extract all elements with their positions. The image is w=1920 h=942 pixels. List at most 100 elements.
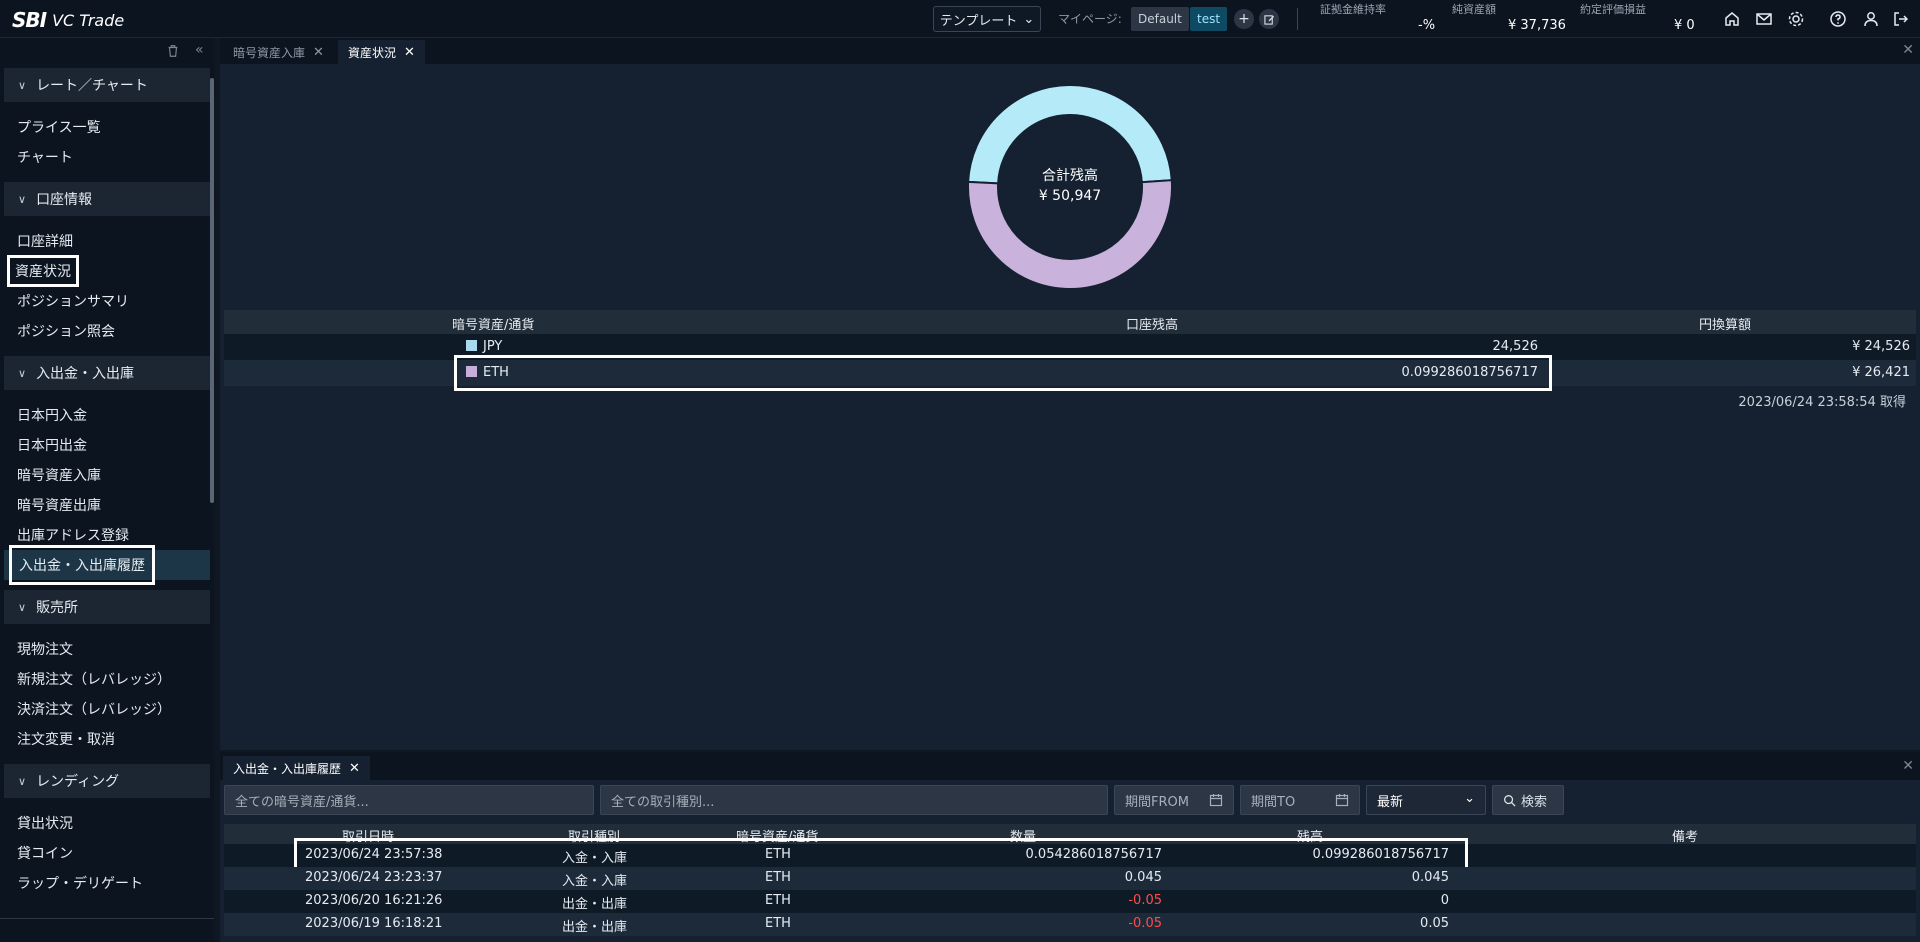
type-cell: 出金・出庫 (562, 920, 628, 935)
section-items: プライス一覧 チャート (0, 102, 214, 182)
qty-cell: 0.045 (1124, 870, 1162, 885)
sidebar-item-position-inquiry[interactable]: ポジション照会 (17, 324, 115, 340)
sidebar-item-crypto-withdrawal[interactable]: 暗号資産出庫 (17, 498, 101, 514)
calendar-icon (1209, 794, 1223, 807)
section-title: 販売所 (36, 600, 79, 616)
donut-slice-eth[interactable] (967, 179, 1173, 290)
tab-label: 資産状況 (348, 45, 397, 60)
calendar-icon (1335, 794, 1349, 807)
period-from-input[interactable]: 期間FROM (1114, 785, 1234, 815)
highlight-frame (294, 838, 1468, 872)
table-row[interactable]: ETH 0.099286018756717 ¥ 26,421 (224, 355, 1916, 391)
trash-icon[interactable] (166, 44, 182, 60)
user-icon[interactable] (1860, 8, 1882, 30)
sidebar-item-order-change[interactable]: 注文変更・取消 (17, 732, 115, 748)
logout-icon[interactable] (1890, 8, 1912, 30)
section-title: レンディング (36, 774, 120, 790)
sidebar-item-account-detail[interactable]: 口座詳細 (17, 234, 73, 250)
table-row[interactable]: 2023/06/24 23:23:37 入金・入庫 ETH 0.045 0.04… (224, 867, 1916, 890)
date-cell: 2023/06/20 16:21:26 (305, 893, 443, 908)
sidebar-item-jpy-withdrawal[interactable]: 日本円出金 (17, 438, 87, 454)
table-header: 取引日時 取引種別 暗号資産/通貨 数量 残高 備考 (224, 824, 1916, 845)
home-icon[interactable] (1721, 8, 1743, 30)
donut-slice-jpy[interactable] (967, 84, 1173, 185)
sidebar-item-jpy-deposit[interactable]: 日本円入金 (17, 408, 87, 424)
section-items: 現物注文 新規注文（レバレッジ） 決済注文（レバレッジ） 注文変更・取消 (0, 624, 214, 764)
sidebar-item-lend-coin[interactable]: 貸コイン (17, 846, 73, 862)
sidebar-item-chart[interactable]: チャート (17, 150, 73, 166)
sidebar-item-new-leverage-order[interactable]: 新規注文（レバレッジ） (17, 672, 171, 688)
search-button[interactable]: 検索 (1492, 785, 1564, 815)
tab-bar: 暗号資産入庫 ✕ 資産状況 ✕ ✕ (220, 38, 1920, 64)
table-row[interactable]: 2023/06/24 23:57:38 入金・入庫 ETH 0.05428601… (224, 838, 1916, 872)
close-icon[interactable]: ✕ (313, 44, 324, 60)
type-cell: 入金・入庫 (562, 851, 628, 866)
section-lending[interactable]: ∨ レンディング (4, 764, 210, 798)
close-icon[interactable]: ✕ (349, 760, 360, 776)
sidebar-item-address-registration[interactable]: 出庫アドレス登録 (17, 528, 129, 544)
asset-status-panel: 暗号資産入庫 ✕ 資産状況 ✕ ✕ 合計残高 ¥ 50,947 暗号資産/通貨 … (220, 38, 1920, 750)
column-header-qty: 数量 (1010, 830, 1037, 845)
sidebar-item-label: 資産状況 (7, 255, 79, 287)
page-tab-default[interactable]: Default (1131, 7, 1189, 31)
sidebar-item-position-summary[interactable]: ポジションサマリ (17, 294, 129, 310)
sidebar-item-lending-status[interactable]: 貸出状況 (17, 816, 73, 832)
help-icon[interactable] (1827, 8, 1849, 30)
page-tab-test[interactable]: test (1190, 7, 1228, 31)
tab-history[interactable]: 入出金・入出庫履歴 ✕ (223, 756, 370, 780)
add-page-icon[interactable]: + (1234, 9, 1254, 29)
section-rate-chart[interactable]: ∨ レート／チャート (4, 68, 210, 102)
section-deposit-withdrawal[interactable]: ∨ 入出金・入出庫 (4, 356, 210, 390)
sidebar: « ∨ レート／チャート プライス一覧 チャート ∨ 口座情報 口座詳細 資産状… (0, 38, 214, 942)
balance-cell: 0.045 (1411, 870, 1449, 885)
tab-crypto-deposit[interactable]: 暗号資産入庫 ✕ (223, 40, 334, 64)
close-icon[interactable]: ✕ (404, 44, 415, 60)
section-account-info[interactable]: ∨ 口座情報 (4, 182, 210, 216)
date-cell: 2023/06/24 23:57:38 (305, 847, 443, 862)
sort-value: 最新 (1377, 794, 1404, 810)
gear-icon[interactable] (1785, 8, 1807, 30)
asset-filter-input[interactable]: 全ての暗号資産/通貨... (224, 785, 594, 815)
type-filter-input[interactable]: 全ての取引種別... (600, 785, 1108, 815)
sidebar-item-asset-status[interactable]: 資産状況 (0, 255, 214, 287)
table-row[interactable]: 2023/06/19 16:18:21 出金・出庫 ETH -0.05 0.05 (224, 913, 1916, 936)
close-panel-icon[interactable]: ✕ (1902, 42, 1914, 58)
search-label: 検索 (1521, 794, 1548, 810)
template-dropdown[interactable]: テンプレート ⌄ (933, 6, 1041, 32)
sort-select[interactable]: 最新 ⌄ (1366, 785, 1486, 815)
sidebar-item-history[interactable]: 入出金・入出庫履歴 (4, 545, 210, 585)
collapse-sidebar-icon[interactable]: « (195, 42, 204, 58)
logo[interactable]: SBI VC Trade (12, 8, 124, 32)
balance-donut-chart (967, 84, 1173, 290)
table-row[interactable]: 2023/06/20 16:21:26 出金・出庫 ETH -0.05 0 (224, 890, 1916, 913)
sidebar-item-crypto-deposit[interactable]: 暗号資産入庫 (17, 468, 101, 484)
logo-sbi: SBI (12, 8, 47, 32)
table-row[interactable]: JPY 24,526 ¥ 24,526 (224, 334, 1916, 360)
sidebar-scrollbar[interactable] (210, 78, 214, 503)
stat-value-net-assets: ¥ 37,736 (1508, 18, 1566, 33)
column-header-asset: 暗号資産/通貨 (452, 318, 535, 333)
asset-name: JPY (483, 339, 503, 354)
section-sales[interactable]: ∨ 販売所 (4, 590, 210, 624)
asset-cell: ETH (765, 893, 791, 908)
sidebar-item-settle-leverage-order[interactable]: 決済注文（レバレッジ） (17, 702, 171, 718)
donut-total: ¥ 50,947 (1038, 188, 1102, 204)
section-items: 口座詳細 資産状況 ポジションサマリ ポジション照会 (0, 216, 214, 356)
period-to-input[interactable]: 期間TO (1240, 785, 1360, 815)
sidebar-item-spot-order[interactable]: 現物注文 (17, 642, 73, 658)
mail-icon[interactable] (1753, 8, 1775, 30)
donut-title: 合計残高 (1042, 168, 1098, 184)
tab-asset-status[interactable]: 資産状況 ✕ (338, 40, 425, 64)
yen-cell: ¥ 26,421 (1852, 365, 1910, 380)
asset-cell: JPY (466, 339, 502, 354)
template-label: テンプレート (939, 13, 1018, 29)
sidebar-item-wrap-delegate[interactable]: ラップ・デリゲート (17, 876, 143, 892)
stat-value-margin-rate: -% (1418, 18, 1436, 33)
sidebar-footer (0, 918, 214, 942)
asset-cell: ETH (466, 365, 509, 380)
edit-page-icon[interactable] (1259, 9, 1279, 29)
asset-cell: ETH (765, 916, 791, 931)
stat-label-margin-rate: 証拠金維持率 (1320, 3, 1386, 16)
close-panel-icon[interactable]: ✕ (1902, 758, 1914, 774)
sidebar-item-price-list[interactable]: プライス一覧 (17, 120, 101, 136)
